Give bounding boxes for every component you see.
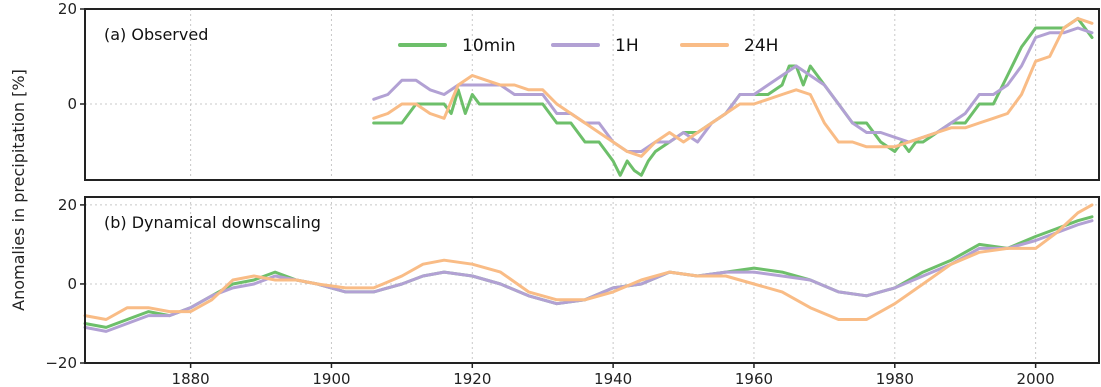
x-tick-label-1900: 1900 [312, 370, 350, 387]
series-line-1h-panel-1 [372, 26, 1094, 153]
y-tick-label-0: 0 [67, 95, 77, 113]
x-tick-label-1980: 1980 [876, 370, 914, 387]
y-tick-label-0: 0 [67, 275, 77, 293]
panel-frame-2 [84, 196, 1100, 364]
y-tick-label-20: 20 [58, 196, 77, 214]
y-tick-label--20: −20 [45, 354, 77, 372]
x-tick-label-2000: 2000 [1017, 370, 1055, 387]
legend-label-24h: 24H [744, 36, 778, 56]
x-tick-label-1960: 1960 [735, 370, 773, 387]
x-tick-label-1940: 1940 [594, 370, 632, 387]
series-line-24h-panel-1 [372, 17, 1094, 158]
x-tick-label-1880: 1880 [172, 370, 210, 387]
y-tick-label-20: 20 [58, 0, 77, 18]
series-line-1h-panel-2 [83, 219, 1094, 333]
legend-label-1h: 1H [615, 36, 639, 56]
y-axis-label: Anomalies in precipitation [%] [9, 69, 28, 311]
panel-label-2: (b) Dynamical downscaling [104, 213, 321, 232]
panel-frame-1 [84, 8, 1100, 181]
series-line-24h-panel-2 [83, 203, 1094, 321]
panel-label-1: (a) Observed [104, 25, 208, 44]
legend-label-10min: 10min [462, 36, 516, 56]
x-tick-label-1920: 1920 [453, 370, 491, 387]
